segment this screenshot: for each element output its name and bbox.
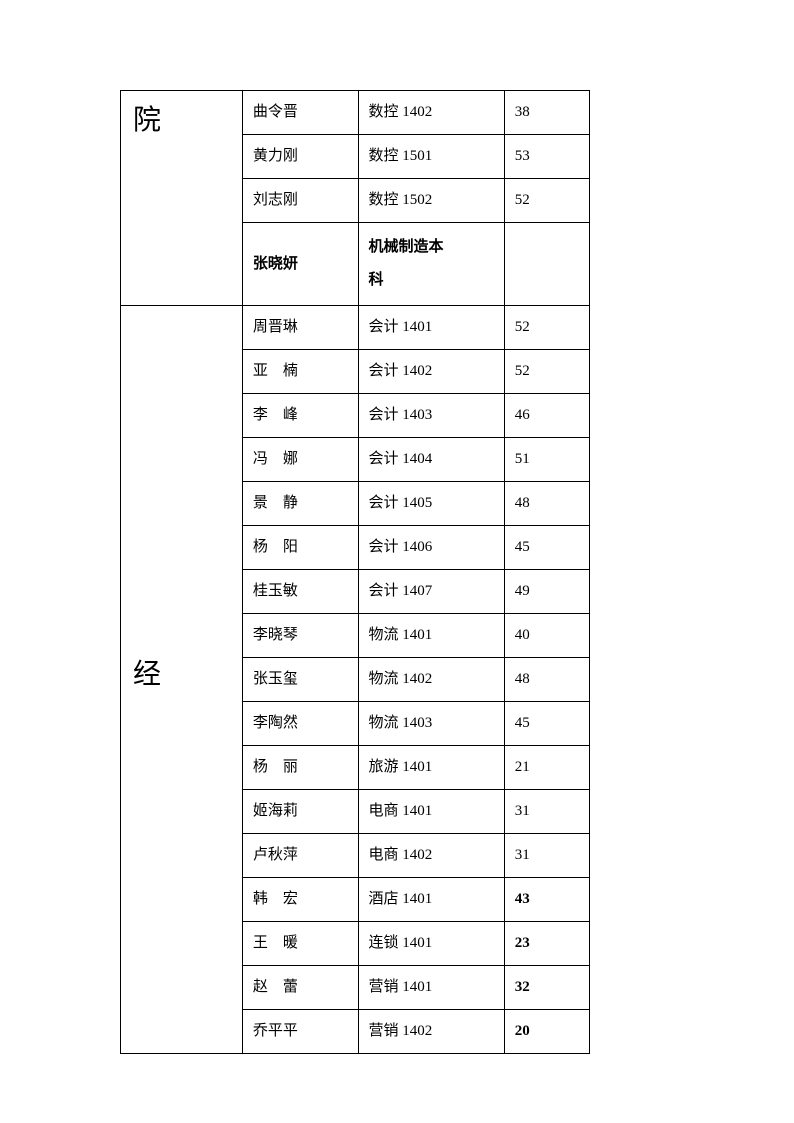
name-cell: 冯 娜 bbox=[242, 438, 358, 482]
name-cell: 杨 阳 bbox=[242, 526, 358, 570]
num-cell: 38 bbox=[504, 91, 589, 135]
class-cell: 会计 1402 bbox=[358, 350, 504, 394]
name-cell: 乔平平 bbox=[242, 1010, 358, 1054]
num-cell: 20 bbox=[504, 1010, 589, 1054]
class-cell: 营销 1401 bbox=[358, 966, 504, 1010]
class-cell: 会计 1407 bbox=[358, 570, 504, 614]
num-cell: 52 bbox=[504, 179, 589, 223]
dept-cell: 院 bbox=[121, 91, 243, 306]
name-cell: 卢秋萍 bbox=[242, 834, 358, 878]
table-row: 院曲令晋数控 140238 bbox=[121, 91, 590, 135]
num-cell: 40 bbox=[504, 614, 589, 658]
name-cell: 曲令晋 bbox=[242, 91, 358, 135]
class-table: 院曲令晋数控 140238黄力刚数控 150153刘志刚数控 150252张晓妍… bbox=[120, 90, 590, 1054]
num-cell: 48 bbox=[504, 482, 589, 526]
class-cell: 数控 1502 bbox=[358, 179, 504, 223]
name-cell: 刘志刚 bbox=[242, 179, 358, 223]
class-cell: 会计 1403 bbox=[358, 394, 504, 438]
name-cell: 王 暖 bbox=[242, 922, 358, 966]
class-cell: 物流 1401 bbox=[358, 614, 504, 658]
class-cell: 电商 1401 bbox=[358, 790, 504, 834]
num-cell: 43 bbox=[504, 878, 589, 922]
num-cell: 31 bbox=[504, 834, 589, 878]
class-cell: 数控 1501 bbox=[358, 135, 504, 179]
class-cell: 数控 1402 bbox=[358, 91, 504, 135]
num-cell: 51 bbox=[504, 438, 589, 482]
num-cell: 48 bbox=[504, 658, 589, 702]
class-cell: 机械制造本科 bbox=[358, 223, 504, 306]
num-cell: 52 bbox=[504, 350, 589, 394]
class-cell: 营销 1402 bbox=[358, 1010, 504, 1054]
num-cell: 45 bbox=[504, 526, 589, 570]
name-cell: 桂玉敏 bbox=[242, 570, 358, 614]
num-cell: 32 bbox=[504, 966, 589, 1010]
num-cell: 49 bbox=[504, 570, 589, 614]
num-cell: 53 bbox=[504, 135, 589, 179]
class-cell: 会计 1401 bbox=[358, 306, 504, 350]
class-cell: 会计 1405 bbox=[358, 482, 504, 526]
dept-cell: 经 bbox=[121, 306, 243, 1054]
class-cell: 会计 1406 bbox=[358, 526, 504, 570]
name-cell: 姬海莉 bbox=[242, 790, 358, 834]
num-cell: 31 bbox=[504, 790, 589, 834]
class-cell: 酒店 1401 bbox=[358, 878, 504, 922]
name-cell: 李陶然 bbox=[242, 702, 358, 746]
class-cell: 物流 1402 bbox=[358, 658, 504, 702]
num-cell: 45 bbox=[504, 702, 589, 746]
name-cell: 张晓妍 bbox=[242, 223, 358, 306]
class-cell: 连锁 1401 bbox=[358, 922, 504, 966]
num-cell bbox=[504, 223, 589, 306]
num-cell: 46 bbox=[504, 394, 589, 438]
num-cell: 23 bbox=[504, 922, 589, 966]
name-cell: 周晋琳 bbox=[242, 306, 358, 350]
name-cell: 赵 蕾 bbox=[242, 966, 358, 1010]
class-cell: 物流 1403 bbox=[358, 702, 504, 746]
table-row: 经周晋琳会计 140152 bbox=[121, 306, 590, 350]
name-cell: 李晓琴 bbox=[242, 614, 358, 658]
name-cell: 韩 宏 bbox=[242, 878, 358, 922]
num-cell: 21 bbox=[504, 746, 589, 790]
name-cell: 亚 楠 bbox=[242, 350, 358, 394]
num-cell: 52 bbox=[504, 306, 589, 350]
name-cell: 黄力刚 bbox=[242, 135, 358, 179]
class-cell: 电商 1402 bbox=[358, 834, 504, 878]
name-cell: 张玉玺 bbox=[242, 658, 358, 702]
class-cell: 旅游 1401 bbox=[358, 746, 504, 790]
name-cell: 李 峰 bbox=[242, 394, 358, 438]
class-cell: 会计 1404 bbox=[358, 438, 504, 482]
name-cell: 景 静 bbox=[242, 482, 358, 526]
name-cell: 杨 丽 bbox=[242, 746, 358, 790]
